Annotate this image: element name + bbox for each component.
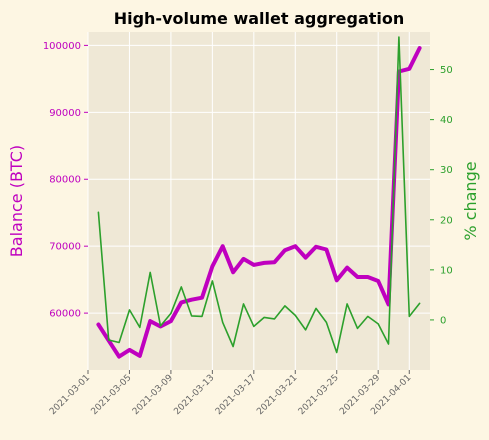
series-line-pct-change <box>97 36 421 354</box>
left-axis: 60000 70000 80000 90000 100000 <box>43 41 88 320</box>
chart-title: High-volume wallet aggregation <box>114 9 405 28</box>
x-tick-label: 2021-03-05 <box>90 373 134 417</box>
x-tick-label: 2021-03-09 <box>131 373 175 417</box>
y-right-tick-label: 10 <box>440 265 453 276</box>
y-left-tick-label: 70000 <box>49 242 81 253</box>
y-left-tick-label: 90000 <box>49 108 81 119</box>
plot-background <box>88 32 430 370</box>
y-right-tick-label: 0 <box>440 315 446 326</box>
y-right-tick-label: 50 <box>440 65 453 76</box>
y-axis-right-label: % change <box>461 161 480 240</box>
series-layer <box>96 36 422 359</box>
y-right-tick-label: 30 <box>440 165 453 176</box>
y-right-tick-label: 40 <box>440 115 453 126</box>
x-tick-label: 2021-03-17 <box>214 373 258 417</box>
y-axis-left-label: Balance (BTC) <box>7 145 26 257</box>
y-left-tick-label: 80000 <box>49 175 81 186</box>
y-right-tick-label: 20 <box>440 215 453 226</box>
y-left-tick-label: 60000 <box>49 309 81 320</box>
x-tick-label: 2021-03-01 <box>48 373 92 417</box>
x-tick-label: 2021-03-25 <box>297 373 341 417</box>
series-line-balance <box>96 46 422 359</box>
y-left-tick-label: 100000 <box>43 41 81 52</box>
right-axis: 0 10 20 30 40 50 <box>430 65 453 326</box>
x-tick-label: 2021-03-13 <box>172 373 216 417</box>
x-axis: 2021-03-012021-03-052021-03-092021-03-13… <box>48 370 413 417</box>
x-tick-label: 2021-03-21 <box>255 373 299 417</box>
